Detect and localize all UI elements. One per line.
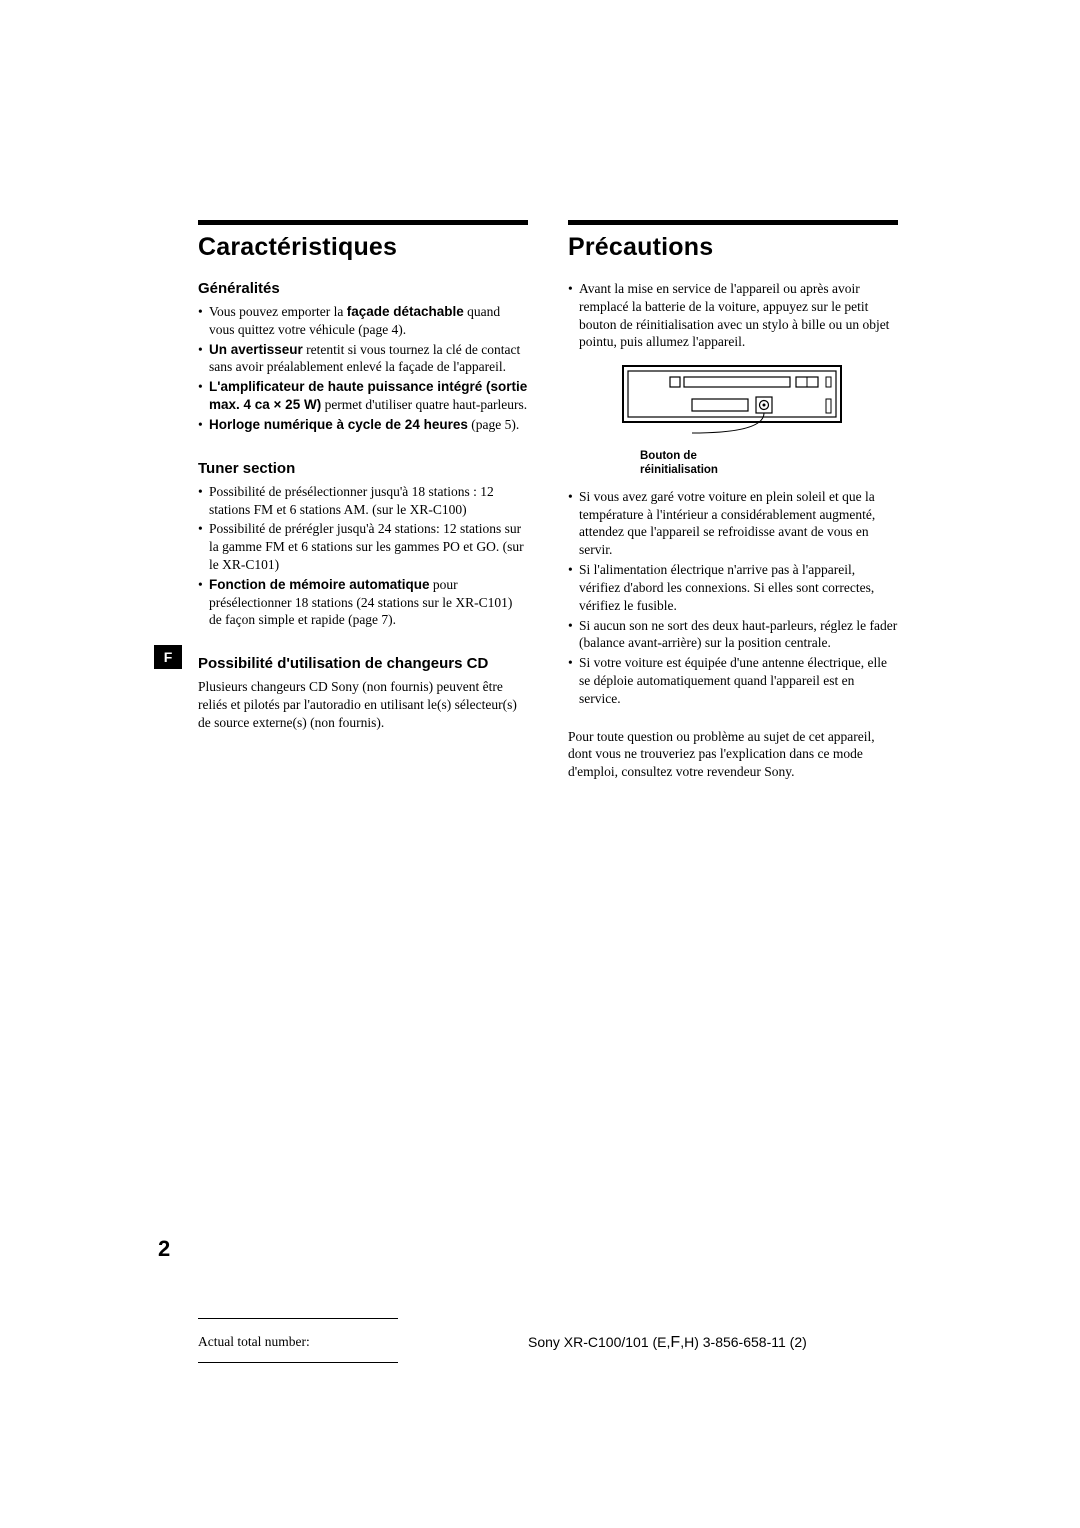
- list-item: Si aucun son ne sort des deux haut-parle…: [568, 617, 898, 653]
- bold-text: Un avertisseur: [209, 342, 303, 357]
- tuner-list: Possibilité de présélectionner jusqu'à 1…: [198, 483, 528, 630]
- device-front-svg: [622, 365, 842, 441]
- footer-left-text: Actual total number:: [198, 1334, 310, 1350]
- right-title: Précautions: [568, 233, 898, 262]
- list-item: Possibilité de prérégler jusqu'à 24 stat…: [198, 520, 528, 573]
- generalites-list: Vous pouvez emporter la façade détachabl…: [198, 303, 528, 434]
- list-item: Horloge numérique à cycle de 24 heures (…: [198, 416, 528, 434]
- left-title: Caractéristiques: [198, 233, 528, 262]
- reset-diagram: Bouton de réinitialisation: [622, 365, 898, 478]
- list-item: Si votre voiture est équipée d'une anten…: [568, 654, 898, 707]
- language-tab: F: [154, 645, 182, 669]
- rule: [198, 220, 528, 225]
- left-column: Caractéristiques Généralités Vous pouvez…: [198, 220, 528, 781]
- rule: [568, 220, 898, 225]
- list-item: Possibilité de présélectionner jusqu'à 1…: [198, 483, 528, 519]
- precautions-list: Si vous avez garé votre voiture en plein…: [568, 488, 898, 708]
- list-item: Fonction de mémoire automatique pour pré…: [198, 576, 528, 629]
- page-number: 2: [158, 1236, 170, 1262]
- two-columns: Caractéristiques Généralités Vous pouvez…: [198, 220, 898, 781]
- bold-text: Fonction de mémoire automatique: [209, 577, 430, 592]
- bold-text: Horloge numérique à cycle de 24 heures: [209, 417, 468, 432]
- bold-text: façade détachable: [347, 304, 464, 319]
- text-big: F: [670, 1334, 680, 1351]
- footer-right-text: Sony XR-C100/101 (E,F,H) 3-856-658-11 (2…: [528, 1334, 807, 1352]
- list-item: Si l'alimentation électrique n'arrive pa…: [568, 561, 898, 614]
- list-item: Avant la mise en service de l'appareil o…: [568, 280, 898, 351]
- diagram-caption: Bouton de réinitialisation: [640, 450, 898, 478]
- footer-rule-top: [198, 1318, 398, 1319]
- right-column: Précautions Avant la mise en service de …: [568, 220, 898, 781]
- cd-body: Plusieurs changeurs CD Sony (non fournis…: [198, 678, 528, 731]
- text: (page 5).: [468, 417, 519, 432]
- cd-heading: Possibilité d'utilisation de changeurs C…: [198, 655, 528, 672]
- page-content: Caractéristiques Généralités Vous pouvez…: [198, 220, 898, 781]
- tuner-heading: Tuner section: [198, 460, 528, 477]
- text: Vous pouvez emporter la: [209, 304, 347, 319]
- footer-rule-bottom: [198, 1362, 398, 1363]
- generalites-heading: Généralités: [198, 280, 528, 297]
- closing-paragraph: Pour toute question ou problème au sujet…: [568, 728, 898, 781]
- text: Sony XR-C100/101 (E,: [528, 1334, 670, 1350]
- text: ,H) 3-856-658-11 (2): [680, 1334, 807, 1350]
- list-item: Vous pouvez emporter la façade détachabl…: [198, 303, 528, 339]
- list-item: Un avertisseur retentit si vous tournez …: [198, 341, 528, 377]
- precautions-top-list: Avant la mise en service de l'appareil o…: [568, 280, 898, 351]
- list-item: L'amplificateur de haute puissance intég…: [198, 378, 528, 414]
- text: permet d'utiliser quatre haut-parleurs.: [321, 397, 527, 412]
- list-item: Si vous avez garé votre voiture en plein…: [568, 488, 898, 559]
